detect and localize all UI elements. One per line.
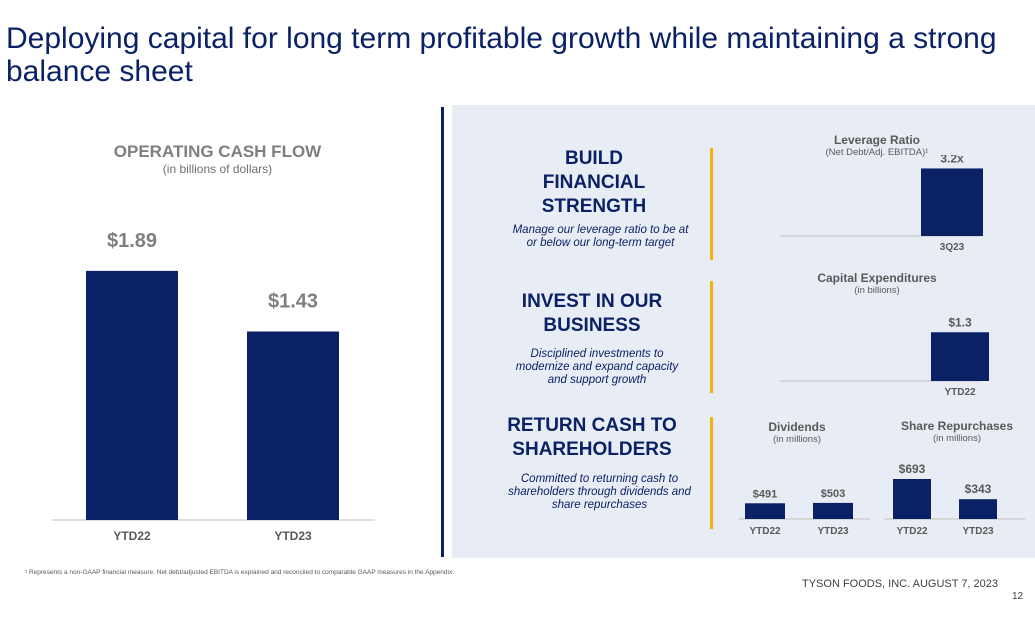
dividends-bar-ytd23 xyxy=(813,502,853,519)
repurchases-value-label-ytd23: $343 xyxy=(965,482,992,496)
invest-description: Disciplined investments to modernize and… xyxy=(515,348,679,386)
repurchases-bar-ytd23 xyxy=(959,499,997,519)
capex-chart-subtitle: (in billions) xyxy=(854,285,900,296)
leverage-bar-3q23 xyxy=(921,168,983,236)
section-divider xyxy=(441,107,444,557)
return-accent-bar xyxy=(710,417,713,529)
dividends-tick-label-ytd22: YTD22 xyxy=(749,526,781,537)
leverage-tick-label-3q23: 3Q23 xyxy=(940,242,965,253)
ocf-bar-ytd23 xyxy=(247,331,339,520)
repurchases-chart: $693 YTD22 $343 YTD23 xyxy=(884,462,1025,537)
ocf-tick-label-ytd22: YTD22 xyxy=(113,529,151,543)
leverage-chart-subtitle: (Net Debt/Adj. EBITDA)¹ xyxy=(825,147,929,158)
leverage-chart-title: Leverage Ratio xyxy=(833,133,921,147)
capex-chart-title: Capital Expenditures xyxy=(817,271,937,285)
return-heading: RETURN CASH TO SHAREHOLDERS xyxy=(507,415,677,460)
page-title: Deploying capital for long term profitab… xyxy=(6,22,997,88)
capex-tick-label-ytd22: YTD22 xyxy=(944,387,976,398)
ocf-chart: $1.89 YTD22 $1.43 YTD23 xyxy=(52,230,375,543)
dividends-chart: $491 YTD22 $503 YTD23 xyxy=(739,488,870,537)
footer-company-date: TYSON FOODS, INC. AUGUST 7, 2023 xyxy=(802,578,999,590)
capex-value-label-ytd22: $1.3 xyxy=(948,315,972,329)
ocf-bar-ytd22 xyxy=(86,270,178,520)
dividends-bar-ytd22 xyxy=(745,503,785,519)
repurchases-chart-subtitle: (in millions) xyxy=(932,433,982,444)
repurchases-tick-label-ytd23: YTD23 xyxy=(962,526,994,537)
dividends-value-label-ytd22: $491 xyxy=(753,488,777,500)
invest-heading: INVEST IN OUR BUSINESS xyxy=(521,291,663,336)
repurchases-tick-label-ytd22: YTD22 xyxy=(896,526,928,537)
dividends-tick-label-ytd23: YTD23 xyxy=(817,526,849,537)
repurchases-bar-ytd22 xyxy=(893,479,931,519)
build-description: Manage our leverage ratio to be at or be… xyxy=(512,224,689,249)
capital-allocation-panel: BUILD FINANCIAL STRENGTH Manage our leve… xyxy=(452,105,1035,558)
repurchases-value-label-ytd22: $693 xyxy=(899,462,926,476)
ocf-value-label-ytd23: $1.43 xyxy=(268,291,318,313)
page-number: 12 xyxy=(1012,591,1024,602)
ocf-chart-title: OPERATING CASH FLOW xyxy=(113,142,322,161)
invest-accent-bar xyxy=(710,281,713,393)
repurchases-chart-title: Share Repurchases xyxy=(900,419,1014,433)
dividends-chart-subtitle: (in millions) xyxy=(772,434,822,445)
capex-bar-ytd22 xyxy=(931,332,989,381)
ocf-chart-subtitle: (in billions of dollars) xyxy=(162,162,273,176)
build-accent-bar xyxy=(710,148,713,260)
build-heading: BUILD FINANCIAL STRENGTH xyxy=(541,148,647,217)
ocf-tick-label-ytd23: YTD23 xyxy=(274,529,312,543)
ocf-value-label-ytd22: $1.89 xyxy=(107,230,157,252)
footnote: ¹ Represents a non-GAAP financial measur… xyxy=(25,569,455,576)
leverage-value-label-3q23: 3.2x xyxy=(940,155,964,165)
dividends-chart-title: Dividends xyxy=(768,420,826,434)
return-description: Committed to returning cash to sharehold… xyxy=(508,473,691,511)
dividends-value-label-ytd23: $503 xyxy=(821,488,845,500)
